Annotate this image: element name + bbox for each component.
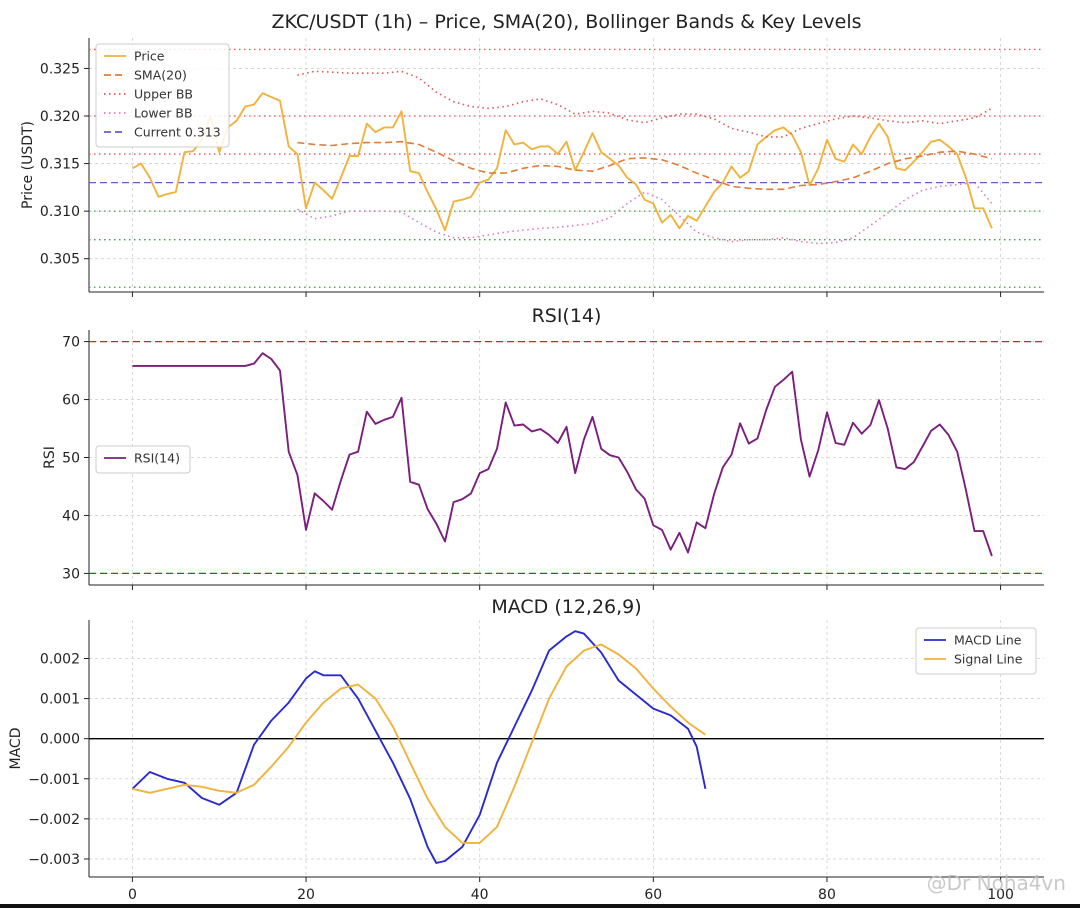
chart-title: RSI(14) (532, 305, 602, 327)
y-tick-label: 0.305 (40, 252, 80, 268)
y-tick-label: 50 (62, 451, 80, 467)
y-axis-label: RSI (42, 446, 58, 469)
series-line-macd-line (131, 630, 707, 864)
legend-label: Price (134, 49, 165, 64)
bottom-edge-bar (0, 904, 1080, 908)
legend: Price SMA(20) Upper BB Lower BB Current 0.31… (95, 43, 230, 148)
x-tick-label: 80 (818, 887, 836, 903)
series-line-lower-bb (297, 181, 993, 245)
legend: MACD Line Signal Line (915, 627, 1037, 675)
y-tick-label: 70 (62, 335, 80, 351)
legend-label: MACD Line (954, 633, 1022, 648)
panel-1: ZKC/USDT (1h) – Price, SMA(20), Bollinge… (20, 11, 1044, 297)
y-tick-label: 0.315 (40, 157, 80, 173)
series-line-signal-line (132, 643, 706, 844)
y-tick-label: 0.001 (40, 692, 80, 708)
legend-label: SMA(20) (134, 68, 187, 83)
y-tick-label: 30 (62, 566, 80, 582)
y-tick-label: −0.001 (28, 772, 80, 788)
series-line-price (131, 92, 993, 232)
legend-box (95, 43, 230, 148)
y-tick-label: 0.000 (40, 732, 80, 748)
chart-title: ZKC/USDT (1h) – Price, SMA(20), Bollinge… (271, 11, 861, 33)
watermark-text: @Dr Noha4vn (927, 871, 1066, 895)
legend-label: Current 0.313 (134, 125, 221, 140)
x-tick-label: 60 (644, 887, 662, 903)
x-tick-label: 40 (471, 887, 489, 903)
y-tick-label: 0.325 (40, 61, 80, 77)
y-tick-label: 0.002 (40, 651, 80, 667)
chart-title: MACD (12,26,9) (491, 596, 641, 618)
legend-label: Lower BB (134, 106, 193, 121)
legend: RSI(14) (95, 445, 191, 474)
panel-3: MACD (12,26,9) −0.003 −0.002 −0.001 0.000 0.0… (8, 596, 1044, 903)
y-tick-label: −0.003 (28, 852, 80, 868)
x-tick-label: 20 (297, 887, 315, 903)
legend-label: Upper BB (134, 87, 193, 102)
series-line-rsi-14- (132, 352, 993, 557)
y-axis-label: MACD (8, 728, 24, 770)
y-tick-label: 0.310 (40, 204, 80, 220)
y-axis-label: Price (USDT) (20, 121, 36, 209)
legend-box (95, 445, 191, 474)
x-tick-label: 100 (987, 887, 1014, 903)
series-line-sma-20- (297, 140, 993, 191)
series-line-upper-bb (297, 70, 993, 138)
y-tick-label: 40 (62, 508, 80, 524)
y-tick-label: −0.002 (28, 812, 80, 828)
panel-2: RSI(14) 30 40 50 60 70 RSI RSI(14) (42, 305, 1044, 590)
y-tick-label: 0.320 (40, 109, 80, 125)
legend-label: Signal Line (954, 652, 1023, 667)
legend-label: RSI(14) (134, 451, 180, 466)
y-tick-label: 60 (62, 393, 80, 409)
x-tick-label: 0 (128, 887, 137, 903)
